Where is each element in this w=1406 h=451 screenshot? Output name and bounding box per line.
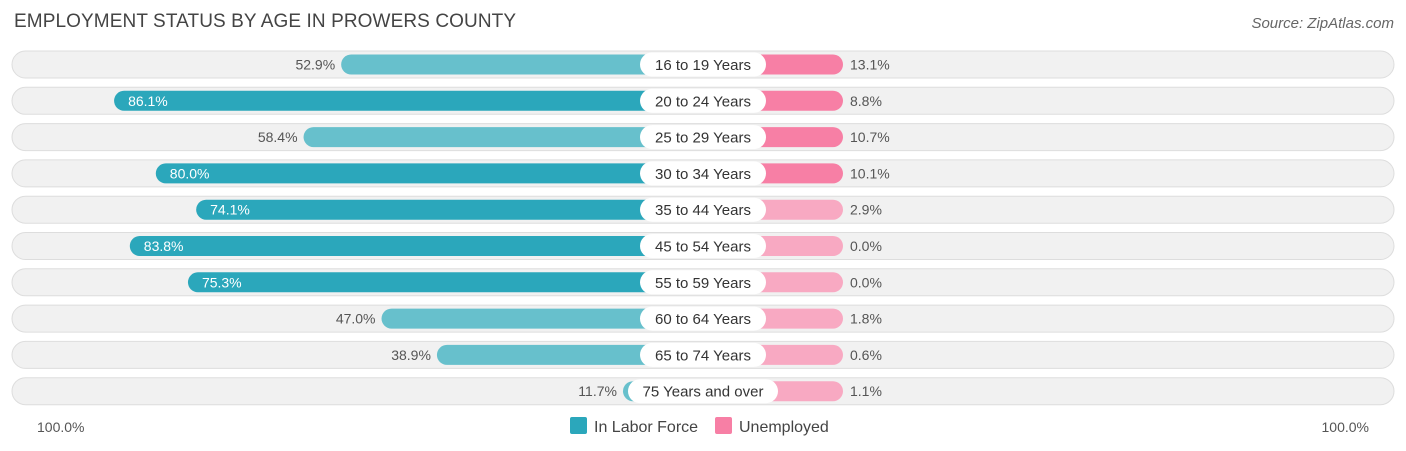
category-label: 20 to 24 Years <box>655 93 751 110</box>
category-label: 30 to 34 Years <box>655 166 751 183</box>
chart-title: EMPLOYMENT STATUS BY AGE IN PROWERS COUN… <box>14 11 517 32</box>
chart-row: 38.9% 0.6% 65 to 74 Years <box>11 340 1395 369</box>
label-unemployed: 2.9% <box>850 202 882 218</box>
category-pill <box>640 52 766 77</box>
label-labor-force: 52.9% <box>295 57 335 73</box>
legend-swatch-unemployed <box>715 417 732 434</box>
category-label: 65 to 74 Years <box>655 347 751 364</box>
label-unemployed: 0.0% <box>850 238 882 254</box>
legend-label-labor: In Labor Force <box>594 419 698 436</box>
label-labor-force: 38.9% <box>391 347 431 363</box>
label-labor-force: 80.0% <box>170 165 210 181</box>
bar-labor-force <box>155 163 704 184</box>
label-unemployed: 8.8% <box>850 93 882 109</box>
label-labor-force: 11.7% <box>578 383 617 399</box>
category-label: 16 to 19 Years <box>655 57 751 74</box>
chart-row: 11.7% 1.1% 75 Years and over <box>11 377 1395 406</box>
category-pill <box>640 161 766 186</box>
label-unemployed: 0.6% <box>850 347 882 363</box>
category-label: 75 Years and over <box>643 384 764 401</box>
chart-row: 47.0% 1.8% 60 to 64 Years <box>11 304 1395 333</box>
bar-labor-force <box>303 127 703 148</box>
label-unemployed: 1.1% <box>850 383 882 399</box>
axis-right-label: 100.0% <box>1322 419 1369 435</box>
chart-row: 52.9% 13.1% 16 to 19 Years <box>11 50 1395 79</box>
label-labor-force: 86.1% <box>128 93 168 109</box>
label-unemployed: 10.1% <box>850 165 890 181</box>
bar-labor-force <box>436 344 703 365</box>
bar-labor-force <box>187 272 703 293</box>
bar-labor-force <box>196 199 703 220</box>
category-pill <box>640 306 766 331</box>
label-unemployed: 13.1% <box>850 57 890 73</box>
chart-row: 86.1% 8.8% 20 to 24 Years <box>11 86 1395 115</box>
bar-labor-force <box>129 236 704 256</box>
category-pill <box>640 88 766 113</box>
category-label: 35 to 44 Years <box>655 202 751 219</box>
label-labor-force: 75.3% <box>202 274 242 290</box>
category-label: 45 to 54 Years <box>655 239 751 256</box>
legend-swatch-labor <box>570 417 587 434</box>
bar-labor-force <box>114 90 704 111</box>
chart-row: 80.0% 10.1% 30 to 34 Years <box>11 159 1395 188</box>
bar-labor-force <box>381 308 703 329</box>
label-labor-force: 58.4% <box>258 129 298 145</box>
category-pill <box>640 125 766 150</box>
chart-row: 75.3% 0.0% 55 to 59 Years <box>11 268 1395 297</box>
category-pill <box>640 197 766 222</box>
category-pill <box>640 234 766 258</box>
label-labor-force: 83.8% <box>144 238 184 254</box>
label-labor-force: 47.0% <box>336 311 376 327</box>
axis-left-label: 100.0% <box>37 419 84 435</box>
legend: In Labor Force Unemployed <box>570 417 829 436</box>
chart-row: 83.8% 0.0% 45 to 54 Years <box>11 232 1395 260</box>
category-label: 60 to 64 Years <box>655 311 751 328</box>
category-label: 25 to 29 Years <box>655 130 751 147</box>
category-pill <box>640 270 766 295</box>
chart-row: 58.4% 10.7% 25 to 29 Years <box>11 123 1395 152</box>
label-unemployed: 1.8% <box>850 311 882 327</box>
label-unemployed: 0.0% <box>850 274 882 290</box>
category-pill <box>628 379 778 404</box>
category-pill <box>640 342 766 367</box>
bar-labor-force <box>341 54 703 75</box>
label-unemployed: 10.7% <box>850 129 890 145</box>
source-label: Source: ZipAtlas.com <box>1251 15 1394 32</box>
label-labor-force: 74.1% <box>210 202 250 218</box>
legend-label-unemployed: Unemployed <box>739 419 829 436</box>
chart-row: 74.1% 2.9% 35 to 44 Years <box>11 195 1395 224</box>
category-label: 55 to 59 Years <box>655 275 751 292</box>
